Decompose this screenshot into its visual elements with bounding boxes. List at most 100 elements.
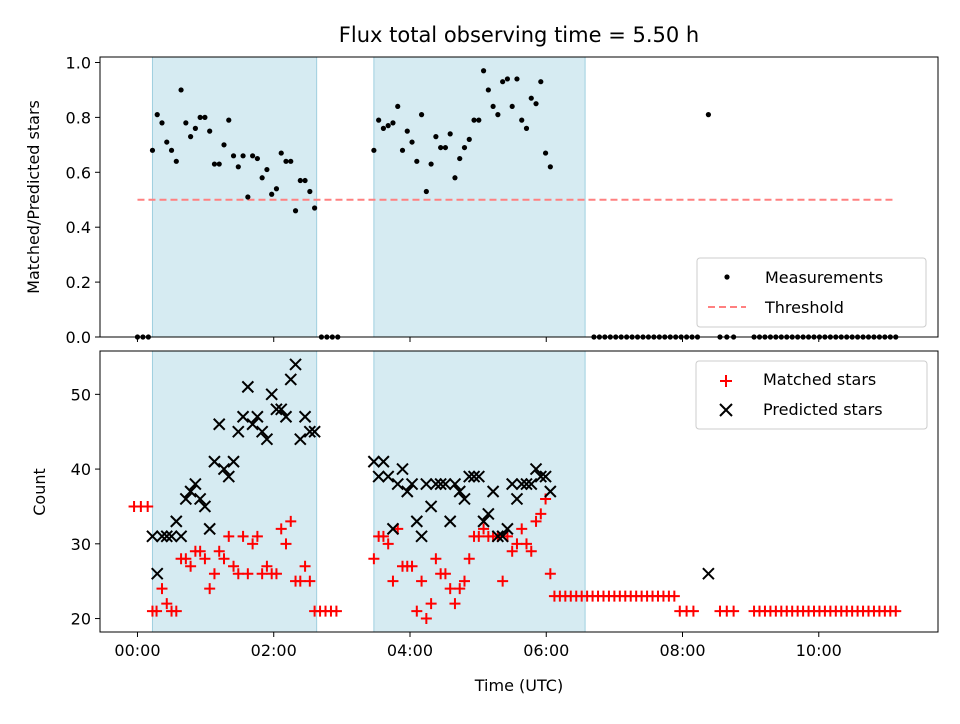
measurement-point [433, 134, 439, 140]
predicted-star-point [246, 418, 259, 431]
measurement-point [192, 125, 198, 131]
predicted-star-point [165, 530, 178, 543]
predicted-star-point [251, 410, 264, 423]
top-y-ticks: 0.0 0.2 0.4 0.6 0.8 1.0 [66, 53, 100, 347]
measurement-point [500, 79, 506, 85]
predicted-star-point [203, 522, 216, 536]
measurement-point [197, 114, 203, 120]
predicted-star-point [443, 515, 457, 528]
measurement-point [211, 161, 218, 167]
matched-star-point [890, 605, 902, 617]
measurement-point [250, 153, 256, 159]
matched-star-point [463, 553, 475, 565]
matched-star-point [416, 575, 428, 587]
matched-star-point [180, 553, 192, 565]
measurement-point [259, 175, 265, 181]
predicted-star-point [367, 455, 381, 468]
matched-star-point [506, 545, 518, 557]
predicted-star-point [179, 492, 193, 506]
matched-star-point [478, 523, 490, 535]
predicted-star-point [193, 492, 207, 506]
matched-star-point [194, 545, 206, 557]
bottom-y-tick-label: 40 [71, 460, 91, 479]
predicted-star-point [401, 485, 414, 498]
measurement-point [307, 188, 313, 195]
matched-star-point [280, 538, 292, 550]
top-observing-spans [151, 56, 586, 338]
predicted-star-point [420, 477, 433, 491]
matched-star-point [208, 568, 220, 580]
predicted-star-point [510, 492, 524, 506]
bottom-y-tick-label: 30 [71, 535, 91, 554]
measurement-point [519, 117, 525, 123]
matched-star-point [449, 598, 461, 610]
predicted-star-point [155, 530, 169, 543]
matched-star-point [237, 530, 249, 542]
measurement-point [230, 153, 237, 159]
predicted-star-point [424, 500, 438, 513]
matched-star-point [299, 560, 311, 572]
bottom-y-tick-label: 20 [71, 610, 91, 629]
matched-star-point [256, 568, 268, 580]
matched-star-point [387, 575, 399, 587]
matched-star-point [304, 575, 316, 587]
top-y-axis-label: Matched/Predicted stars [24, 100, 43, 294]
measurement-point [457, 155, 463, 162]
predicted-star-point [391, 477, 404, 491]
measurement-point [404, 128, 410, 134]
matched-star-point [520, 538, 532, 550]
measurement-point [447, 131, 453, 137]
matched-star-point [275, 523, 287, 535]
predicted-star-point [520, 477, 533, 491]
predicted-star-point [372, 470, 385, 483]
predicted-star-point [270, 403, 283, 416]
measurement-point [226, 117, 232, 123]
matched-star-point [247, 538, 259, 550]
predicted-star-point [298, 410, 312, 423]
predicted-star-point [702, 567, 715, 580]
legend-predicted-marker [719, 403, 733, 417]
measurement-point [312, 205, 318, 211]
matched-star-point [142, 500, 154, 512]
measurement-point [423, 188, 429, 195]
measurement-point [207, 128, 213, 134]
observing-span-bottom-1 [373, 350, 586, 633]
matched-star-point [430, 553, 442, 565]
measurement-point [154, 112, 160, 118]
measurement-point [523, 125, 530, 131]
x-tick-label: 00:00 [114, 641, 160, 660]
measurement-point [283, 158, 289, 164]
predicted-star-point [486, 485, 500, 498]
bottom-axes-frame [99, 350, 939, 633]
predicted-star-point [458, 492, 471, 506]
top-x-ticks [136, 337, 820, 342]
measurement-point [159, 120, 165, 126]
measurement-point [273, 186, 280, 192]
predicted-star-point [463, 470, 476, 483]
matched-star-point [458, 575, 470, 587]
predicted-star-point [410, 515, 424, 528]
measurement-point [164, 139, 170, 145]
measurement-point [495, 112, 501, 118]
matched-star-point [382, 538, 394, 550]
bottom-y-ticks: 20 30 40 50 [71, 385, 100, 629]
matched-star-point [204, 583, 216, 595]
predicted-star-point [482, 507, 495, 521]
predicted-star-point [160, 530, 173, 543]
measurement-point [269, 191, 275, 197]
predicted-star-point [467, 470, 481, 483]
top-y-tick-label: 0.2 [66, 273, 91, 292]
matched-star-point [544, 568, 556, 580]
measurement-point [240, 153, 246, 159]
x-tick-label: 02:00 [251, 641, 297, 660]
measurement-point [409, 139, 415, 145]
predicted-star-point [405, 477, 419, 491]
predicted-star-point [386, 522, 400, 536]
matched-star-point [425, 598, 437, 610]
measurement-point [235, 164, 241, 170]
predicted-star-point [515, 477, 528, 491]
matched-star-point [368, 553, 380, 565]
bottom-legend: Matched stars Predicted stars [695, 360, 928, 430]
matched-star-point [473, 530, 485, 542]
predicted-star-point [184, 485, 197, 498]
